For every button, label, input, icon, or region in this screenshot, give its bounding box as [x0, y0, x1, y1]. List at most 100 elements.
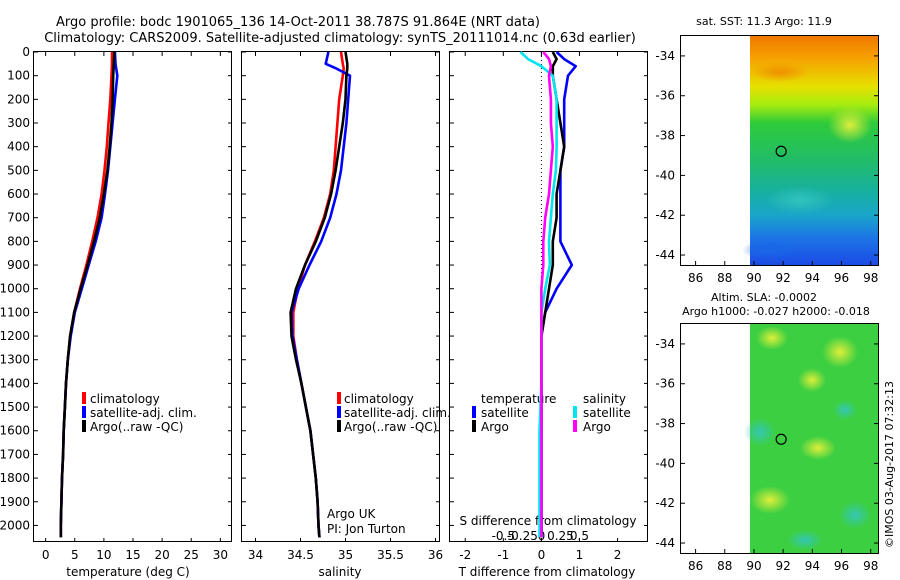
map-y-tick-label: -38 — [655, 417, 675, 431]
depth-tick-label: 1900 — [0, 495, 30, 509]
x-tick-label: -1 — [497, 548, 509, 562]
legend-swatch-climatology — [337, 392, 341, 404]
map-x-tick-label: 98 — [863, 559, 878, 573]
sla-map-title: Altim. SLA: -0.0002 — [711, 291, 817, 304]
map-x-tick-label: 86 — [688, 559, 703, 573]
difference-xlabel: T difference from climatology — [458, 565, 636, 579]
chart-title-line2: Climatology: CARS2009. Satellite-adjuste… — [44, 31, 636, 46]
salinity-xlabel: salinity — [318, 565, 361, 579]
salinity-plot-frame — [241, 51, 440, 542]
map-x-tick-label: 90 — [746, 271, 761, 285]
depth-tick-label: 1400 — [0, 376, 30, 390]
depth-tick-label: 900 — [7, 258, 30, 272]
depth-tick-label: 200 — [7, 92, 30, 106]
map-y-tick-label: -40 — [655, 168, 675, 182]
sla-high-patch — [756, 326, 788, 350]
legend-title-temperature: temperature — [481, 392, 556, 406]
sla-map-frame — [680, 323, 879, 554]
legend-label-satellite: satellite-adj. clim. — [344, 406, 451, 420]
map-x-tick-label: 96 — [834, 559, 849, 573]
depth-tick-label: 300 — [7, 116, 30, 130]
sla-map-subtitle: Argo h1000: -0.027 h2000: -0.018 — [682, 305, 870, 318]
legend-label-satellite: satellite-adj. clim. — [90, 406, 197, 420]
sst-warm-patch — [750, 62, 810, 82]
series-line-salinity-satellite — [519, 51, 558, 538]
sst-warm-patch — [828, 107, 872, 143]
legend-label-sal-satellite: satellite — [583, 406, 631, 420]
x-tick-label: 2 — [614, 548, 622, 562]
legend-swatch-satellite — [337, 406, 341, 418]
x2-tick-label: -0.5 — [492, 529, 515, 543]
map-x-tick-label: 98 — [863, 271, 878, 285]
map-x-tick-label: 88 — [717, 271, 732, 285]
map-x-tick-label: 94 — [805, 271, 820, 285]
sst-map-frame — [680, 35, 879, 266]
sla-map-axes: 86 88 90 92 94 96 98 -34 -36 -38 -40 -42 -44 — [655, 337, 878, 573]
depth-tick-label: 1600 — [0, 424, 30, 438]
argo-org-label: Argo UK — [327, 507, 376, 521]
map-y-tick-label: -34 — [655, 337, 675, 351]
sst-cold-patch — [742, 240, 798, 260]
map-y-tick-label: -36 — [655, 89, 675, 103]
depth-tick-label: 400 — [7, 140, 30, 154]
series-line-climatology — [59, 52, 114, 538]
map-x-tick-label: 88 — [717, 559, 732, 573]
map-y-tick-label: -38 — [655, 129, 675, 143]
profile-plots: 0100200300400500600700800900100011001200… — [0, 45, 648, 562]
legend-label-temp-satellite: satellite — [481, 406, 529, 420]
x-tick-label: 20 — [154, 548, 169, 562]
legend-label-argo: Argo(..raw -QC) — [344, 420, 437, 434]
depth-tick-label: 1000 — [0, 282, 30, 296]
map-x-tick-label: 92 — [776, 559, 791, 573]
map-y-tick-label: -42 — [655, 208, 675, 222]
series-line-temperature-satellite — [540, 51, 577, 538]
legend-label-temp-argo: Argo — [481, 420, 509, 434]
depth-tick-label: 1500 — [0, 400, 30, 414]
legend-label-climatology: climatology — [90, 392, 160, 406]
depth-tick-label: 600 — [7, 187, 30, 201]
series-line-argo-raw-qc- — [59, 51, 116, 538]
legend-swatch-climatology — [82, 392, 86, 404]
pi-label: PI: Jon Turton — [327, 522, 406, 536]
sla-high-patch — [800, 436, 836, 460]
x-tick-label: 10 — [96, 548, 111, 562]
map-y-tick-label: -44 — [655, 536, 675, 550]
legend-swatch-satellite — [82, 406, 86, 418]
map-x-tick-label: 96 — [834, 271, 849, 285]
depth-tick-label: 1800 — [0, 471, 30, 485]
legend-swatch-sal-argo — [573, 420, 577, 432]
sla-high-patch — [798, 368, 826, 392]
depth-tick-label: 1100 — [0, 305, 30, 319]
legend-swatch-argo — [82, 420, 86, 432]
sla-high-patch — [822, 336, 858, 368]
difference-plot-frame — [449, 51, 648, 542]
sla-low-patch — [744, 418, 776, 446]
map-x-tick-label: 92 — [776, 271, 791, 285]
x-tick-label: 36 — [428, 548, 443, 562]
depth-tick-label: 1200 — [0, 329, 30, 343]
legend-swatch-sal-satellite — [573, 406, 577, 418]
x-tick-label: 35 — [338, 548, 353, 562]
map-y-tick-label: -42 — [655, 496, 675, 510]
legend-title-salinity: salinity — [583, 392, 626, 406]
sla-low-patch — [839, 501, 871, 529]
temperature-xlabel: temperature (deg C) — [66, 565, 189, 579]
series-line-argo-raw-qc- — [289, 51, 349, 538]
sla-heatmap — [744, 324, 878, 553]
sla-low-patch — [787, 530, 823, 550]
map-x-tick-label: 86 — [688, 271, 703, 285]
sst-cool-patch — [766, 186, 834, 214]
depth-tick-label: 1700 — [0, 447, 30, 461]
x-tick-label: 35.5 — [377, 548, 404, 562]
x-tick-label: 25 — [184, 548, 199, 562]
x-tick-label: 34.5 — [287, 548, 314, 562]
depth-tick-label: 500 — [7, 163, 30, 177]
timestamp-label: ©IMOS 03-Aug-2017 07:32:13 — [883, 381, 896, 548]
legend-swatch-temp-argo — [472, 420, 476, 432]
depth-tick-label: 700 — [7, 211, 30, 225]
legend-swatch-argo — [337, 420, 341, 432]
float-position-marker — [775, 433, 787, 445]
map-x-tick-label: 90 — [746, 559, 761, 573]
sst-map-axes: 86 88 90 92 94 96 98 -34 -36 -38 -40 -42 -44 — [655, 49, 878, 285]
x-tick-label: -2 — [459, 548, 471, 562]
